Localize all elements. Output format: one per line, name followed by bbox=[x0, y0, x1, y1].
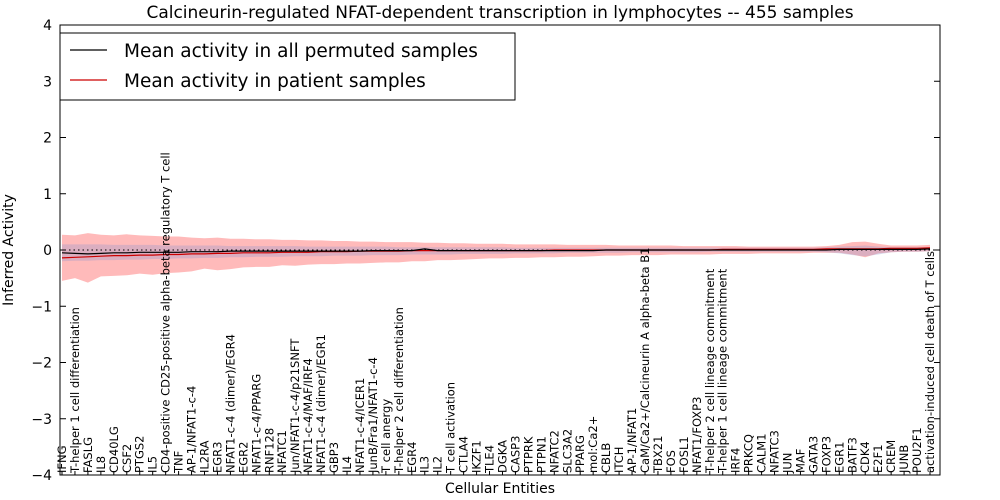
x-category-label: CALM1 bbox=[755, 433, 769, 473]
x-category-label: IRF4 bbox=[729, 448, 743, 473]
x-category-label: NFAT1-c-4 (dimer)/EGR1 bbox=[314, 334, 328, 473]
y-tick-label: −4 bbox=[31, 468, 52, 484]
x-category-label: EGR3 bbox=[210, 442, 224, 474]
x-category-label: CASP3 bbox=[508, 436, 522, 473]
legend-label-patient: Mean activity in patient samples bbox=[124, 71, 426, 92]
x-category-label: NFAT1-c-4/ICER1 bbox=[353, 378, 367, 473]
series-line-0 bbox=[61, 248, 931, 255]
x-category-label: NFAT1-c-4/MAF/IRF4 bbox=[301, 358, 315, 473]
x-category-label: T-helper 1 cell lineage commitment bbox=[716, 268, 730, 474]
x-category-label: GBP3 bbox=[327, 442, 341, 473]
x-category-label: CREM bbox=[884, 440, 898, 473]
y-tick-label: −3 bbox=[31, 412, 52, 428]
x-category-label: RNF128 bbox=[262, 428, 276, 473]
x-category-label: IL4 bbox=[340, 456, 354, 473]
x-axis-label: Cellular Entities bbox=[445, 481, 555, 497]
x-category-label: CaM/Ca2+/Calcineurin A alpha-beta B1 bbox=[638, 248, 652, 473]
x-category-label: IFNG bbox=[55, 445, 69, 473]
series-lines bbox=[61, 247, 931, 259]
x-category-label: activation-induced cell death of T cells bbox=[923, 251, 937, 473]
x-category-label: AP-1/NFAT1 bbox=[625, 408, 639, 473]
legend-label-permuted: Mean activity in all permuted samples bbox=[124, 41, 478, 62]
x-category-label: CBLB bbox=[599, 443, 613, 473]
x-category-label: FOSL1 bbox=[677, 436, 691, 473]
x-category-label: MAF bbox=[793, 449, 807, 473]
x-category-label: E2F1 bbox=[871, 444, 885, 473]
x-category-label: NFATC3 bbox=[768, 430, 782, 473]
x-category-label: GATA3 bbox=[806, 436, 820, 473]
plot-frame bbox=[59, 24, 941, 476]
x-category-label: JunB/Fra1/NFAT1-c-4 bbox=[366, 357, 380, 474]
confidence-bands bbox=[62, 233, 930, 283]
x-category-label: PTPRK bbox=[521, 436, 535, 473]
x-category-label: NFAT1/FOXP3 bbox=[690, 397, 704, 473]
x-category-label: JUNB bbox=[897, 445, 911, 474]
x-category-label: T cell activation bbox=[444, 382, 458, 474]
x-category-label: FOXP3 bbox=[819, 436, 833, 473]
chart-title: Calcineurin-regulated NFAT-dependent tra… bbox=[146, 3, 853, 23]
x-category-label: TLE4 bbox=[483, 445, 497, 474]
x-category-label: IKZF1 bbox=[470, 440, 484, 473]
y-tick-label: 1 bbox=[43, 187, 52, 203]
band-1 bbox=[62, 244, 930, 262]
y-axis-ticks: 4 3 2 1 0 −1 −2 −3 −4 bbox=[31, 18, 940, 484]
x-category-label: EGR1 bbox=[832, 442, 846, 474]
x-category-label: Jun/NFAT1-c-4/p21SNFT bbox=[288, 338, 302, 474]
x-category-label: CD40LG bbox=[107, 426, 121, 473]
x-category-label: PRKCQ bbox=[742, 434, 756, 473]
x-category-label: T-helper 1 cell differentiation bbox=[68, 307, 82, 474]
x-category-label: EGR2 bbox=[236, 442, 250, 474]
x-category-label: NFAT1-c-4/PPARG bbox=[249, 374, 263, 473]
x-category-label: BATF3 bbox=[845, 437, 859, 473]
x-category-label: NFAT1-c-4 (dimer)/EGR4 bbox=[223, 334, 237, 473]
x-category-label: IL8 bbox=[94, 456, 108, 473]
y-tick-label: 4 bbox=[43, 18, 52, 34]
y-tick-label: −2 bbox=[31, 356, 52, 372]
x-category-label: PPARG bbox=[573, 435, 587, 473]
x-category-label: PTPN1 bbox=[534, 436, 548, 473]
x-category-label: POU2F1 bbox=[910, 427, 924, 473]
x-category-label: NFATC1 bbox=[275, 430, 289, 473]
x-category-label: IL5 bbox=[146, 456, 160, 473]
y-tick-label: 3 bbox=[43, 74, 52, 90]
y-tick-label: 2 bbox=[43, 131, 52, 147]
x-category-label: T cell anergy bbox=[379, 399, 393, 474]
x-category-label: mol:Ca2+ bbox=[586, 416, 600, 473]
band-0 bbox=[62, 233, 930, 283]
y-tick-label: −1 bbox=[31, 299, 52, 315]
x-category-label: PTGS2 bbox=[133, 436, 147, 474]
x-category-label: CD4-positive CD25-positive alpha-beta re… bbox=[159, 152, 173, 473]
legend: Mean activity in all permuted samples Me… bbox=[59, 32, 516, 101]
x-category-label: CTLA4 bbox=[457, 436, 471, 473]
x-category-label: AP-1/NFAT1-c-4 bbox=[185, 386, 199, 473]
x-category-label: CSF2 bbox=[120, 444, 134, 473]
x-category-label: EGR4 bbox=[405, 442, 419, 474]
x-category-label: FOS bbox=[664, 450, 678, 473]
x-category-label: TNF bbox=[172, 451, 186, 474]
x-category-label: IL3 bbox=[418, 456, 432, 473]
x-category-label: IL2RA bbox=[198, 440, 212, 473]
x-category-label: SLC3A2 bbox=[560, 429, 574, 473]
x-category-label: NFATC2 bbox=[547, 430, 561, 473]
x-category-label: ITCH bbox=[612, 447, 626, 473]
x-category-label: FASLG bbox=[81, 437, 95, 473]
y-axis-label: Inferred Activity bbox=[1, 194, 17, 306]
x-category-label: DGKA bbox=[495, 440, 509, 473]
x-category-label: IL2 bbox=[431, 456, 445, 473]
x-category-label: JUN bbox=[780, 453, 794, 474]
x-category-label: CDK4 bbox=[858, 441, 872, 473]
y-tick-label: 0 bbox=[43, 243, 52, 259]
x-category-label: T-helper 2 cell lineage commitment bbox=[703, 268, 717, 474]
x-category-label: T-helper 2 cell differentiation bbox=[392, 307, 406, 474]
legend-box bbox=[59, 32, 516, 101]
x-category-label: TBX21 bbox=[651, 436, 665, 474]
